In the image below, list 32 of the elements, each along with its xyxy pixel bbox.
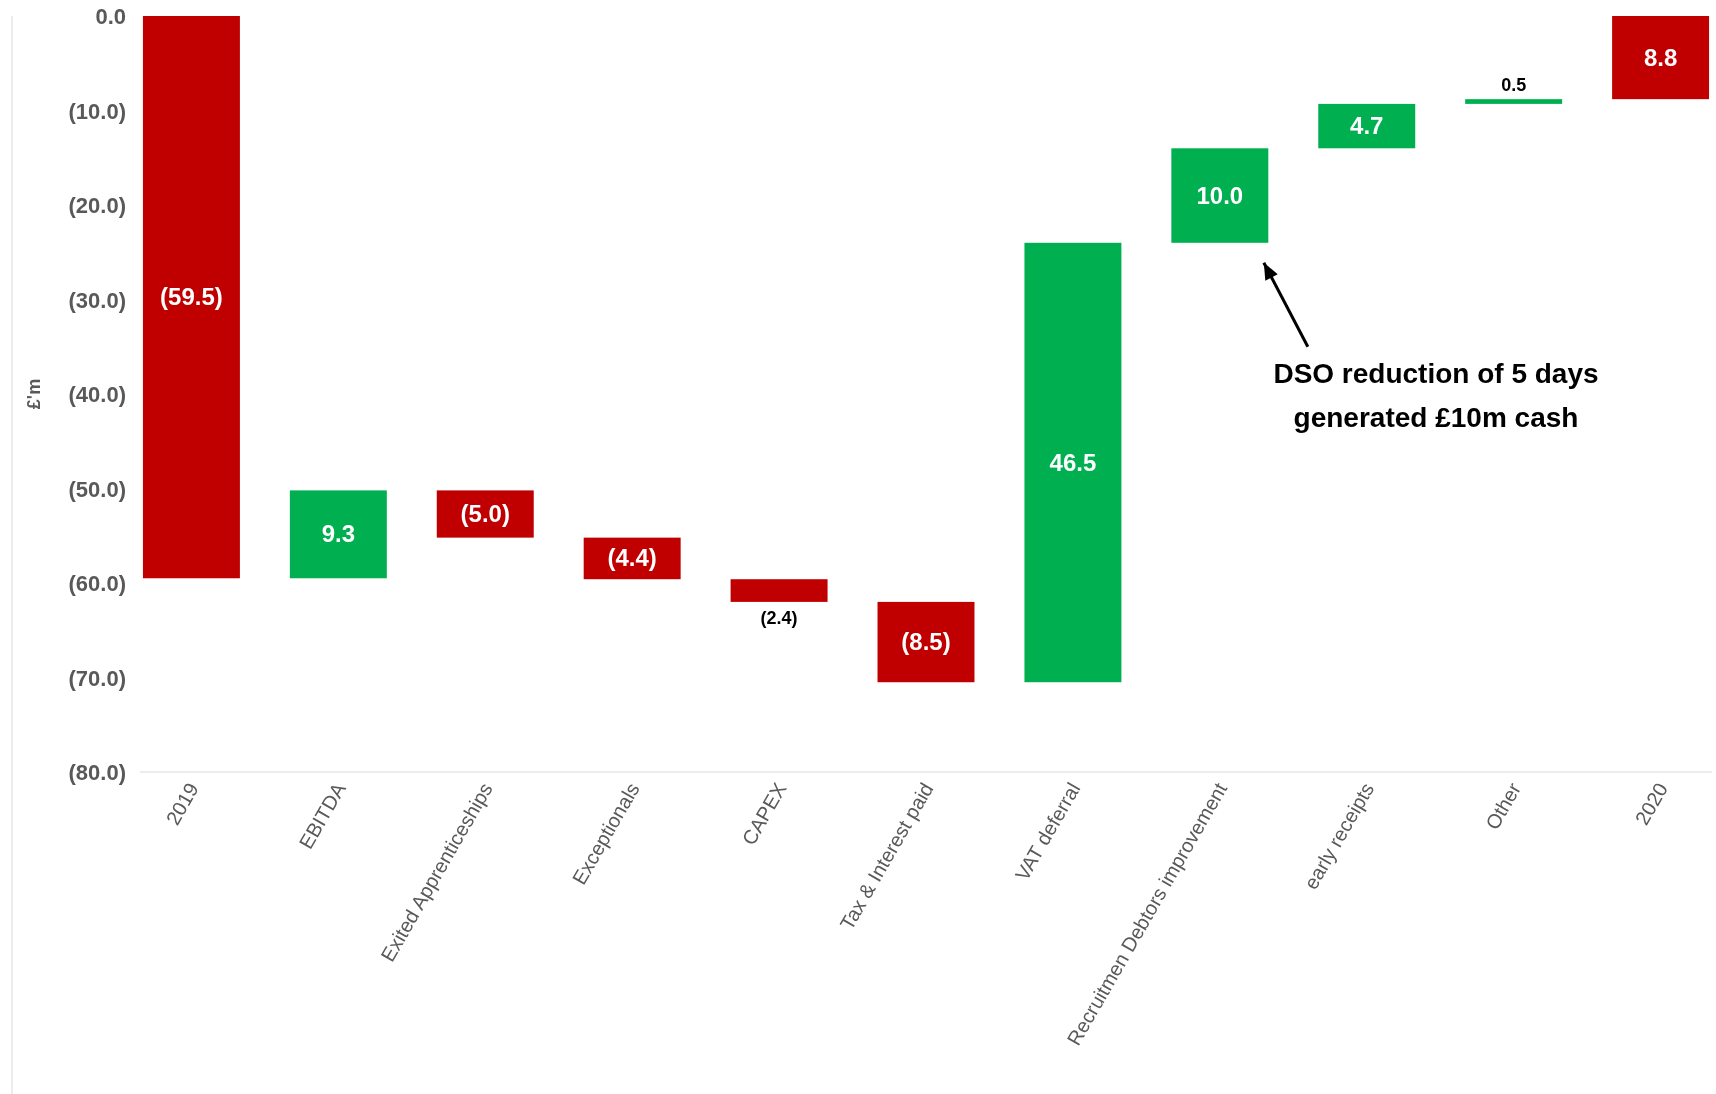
y-tick-label: (20.0) bbox=[68, 193, 126, 218]
data-label: 9.3 bbox=[321, 520, 356, 548]
bar bbox=[1171, 148, 1269, 243]
data-label: 0.5 bbox=[1501, 75, 1527, 96]
y-tick-label: (60.0) bbox=[68, 571, 126, 596]
data-label: (4.4) bbox=[607, 544, 657, 572]
y-tick-label: (30.0) bbox=[68, 287, 126, 313]
data-label: 46.5 bbox=[1049, 448, 1097, 476]
y-axis-title: £'m bbox=[24, 378, 44, 410]
data-label: (5.0) bbox=[460, 500, 510, 528]
data-label: 8.8 bbox=[1643, 43, 1678, 71]
y-tick-label: (80.0) bbox=[68, 760, 126, 785]
bar bbox=[877, 601, 975, 683]
data-label: 10.0 bbox=[1196, 181, 1244, 209]
data-label: (8.5) bbox=[901, 628, 951, 656]
bar bbox=[1612, 16, 1710, 100]
bar bbox=[142, 16, 240, 579]
y-tick-label: (50.0) bbox=[68, 476, 126, 502]
annotation: DSO reduction of 5 days generated £10m cash bbox=[1273, 357, 1599, 433]
data-label: (2.4) bbox=[760, 607, 798, 628]
y-tick-label: (70.0) bbox=[68, 665, 126, 691]
bar bbox=[1318, 103, 1416, 149]
y-tick-label: (40.0) bbox=[68, 382, 126, 407]
bar bbox=[289, 490, 387, 579]
bar bbox=[436, 490, 534, 538]
data-label: (59.5) bbox=[160, 283, 223, 311]
data-label: 4.7 bbox=[1350, 112, 1384, 140]
y-tick-label: 0.0 bbox=[95, 4, 126, 29]
bar bbox=[1024, 242, 1122, 683]
bar bbox=[1465, 99, 1563, 104]
y-tick-label: (10.0) bbox=[68, 98, 126, 124]
bar bbox=[730, 579, 828, 602]
